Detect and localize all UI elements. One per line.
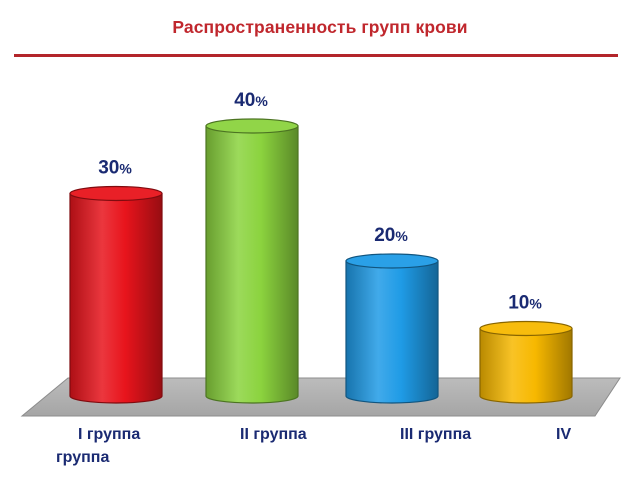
bar-body bbox=[345, 260, 439, 404]
bar-2: 40% bbox=[205, 90, 299, 404]
bar-body bbox=[479, 327, 573, 404]
bar-4: 10% bbox=[479, 293, 573, 404]
bar-3: 20% bbox=[345, 225, 439, 404]
data-label: 30% bbox=[98, 158, 132, 179]
category-label-continuation: группа bbox=[56, 449, 110, 466]
bar-1: 30% bbox=[69, 158, 163, 404]
bar-top-cap bbox=[205, 118, 299, 134]
category-label: III группа bbox=[400, 426, 472, 443]
bar-top-cap bbox=[479, 320, 573, 337]
bar-body bbox=[205, 125, 299, 404]
data-label: 20% bbox=[374, 225, 408, 246]
bar-top-cap bbox=[69, 185, 163, 202]
chart-title: Распространенность групп крови bbox=[172, 17, 468, 37]
category-label: II группа bbox=[240, 426, 307, 443]
category-label: IV bbox=[556, 426, 572, 443]
category-label: I группа bbox=[78, 426, 141, 443]
title-divider bbox=[14, 54, 618, 57]
data-label: 40% bbox=[234, 90, 268, 111]
data-label: 10% bbox=[508, 293, 542, 314]
bar-top-cap bbox=[345, 253, 439, 269]
bar-body bbox=[69, 192, 163, 404]
